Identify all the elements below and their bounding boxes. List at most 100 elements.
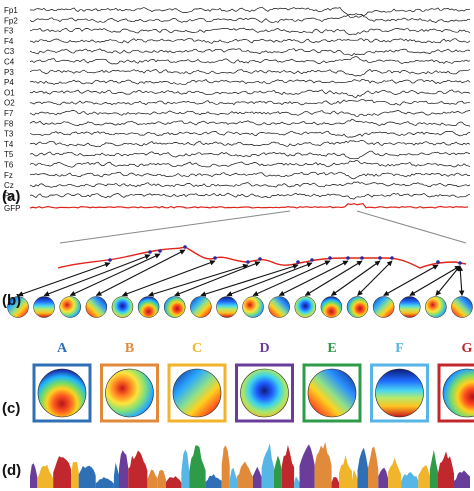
microstate-segment [299, 444, 315, 488]
zoom-line-right [356, 210, 467, 244]
microstate-segment [357, 447, 368, 488]
peak-to-map-arrow [17, 262, 111, 297]
microstate-segment [95, 477, 114, 488]
microstate-segment [294, 476, 300, 488]
peak-topomap [451, 296, 473, 318]
channel-label-fp2: Fp2 [4, 16, 18, 25]
channel-label-t6: T6 [4, 161, 14, 170]
microstate-segment [454, 470, 470, 488]
eeg-trace-t3 [29, 130, 471, 138]
peak-topomaps [7, 296, 473, 318]
peak-to-map-arrow [435, 265, 461, 296]
eeg-trace-f3 [29, 27, 471, 36]
channel-label-c4: C4 [4, 58, 15, 67]
eeg-trace-t6 [29, 160, 471, 168]
microstate-topomap [37, 368, 87, 418]
eeg-trace-o2 [29, 98, 470, 106]
microstate-class-b: B [100, 341, 159, 423]
peak-topomap [190, 296, 212, 318]
peak-topomap [346, 296, 369, 318]
channel-label-f7: F7 [4, 109, 14, 118]
channel-label-f4: F4 [4, 37, 14, 46]
microstate-class-maps: A B C D E F G [32, 341, 474, 423]
peak-topomap [268, 296, 290, 318]
eeg-trace-t5 [29, 150, 471, 160]
gfp-peak-marker [346, 256, 350, 260]
microstate-segment [53, 456, 71, 488]
eeg-trace-f8 [29, 118, 471, 127]
microstate-class-a: A [32, 341, 92, 423]
panel-label-a: (a) [2, 188, 20, 205]
microstate-segment [221, 445, 230, 488]
gfp-peaks-panel: (b) [2, 245, 473, 318]
channel-label-t5: T5 [4, 150, 14, 159]
channel-label-pz: Pz [4, 191, 13, 200]
microstate-sequence [30, 441, 470, 488]
microstate-segment [30, 463, 38, 488]
eeg-trace-p3 [29, 68, 471, 77]
microstate-label: C [192, 341, 202, 356]
channel-label-p3: P3 [4, 68, 14, 77]
microstate-classes-panel: A B C D E F G (c) [2, 341, 474, 423]
microstate-segment [205, 474, 222, 488]
microstate-topomap [105, 368, 154, 418]
microstate-label: F [395, 341, 404, 356]
gfp-peak-marker [183, 245, 187, 249]
microstate-segment [429, 449, 438, 488]
peak-topomap [85, 296, 108, 318]
microstate-class-c: C [167, 341, 227, 423]
gfp-peak-marker [296, 260, 300, 264]
microstate-topomap [442, 368, 474, 418]
microstate-segment [331, 477, 339, 488]
microstate-label: B [125, 341, 134, 356]
microstate-segment [418, 465, 430, 488]
microstate-class-e: E [302, 341, 362, 423]
gfp-peak-marker [213, 256, 217, 260]
gfp-peak-marker [246, 260, 250, 264]
eeg-trace-c4 [29, 56, 471, 65]
peak-topomap [320, 296, 343, 318]
gfp-peak-marker [390, 256, 394, 260]
microstate-class-d: D [235, 341, 294, 423]
microstate-segment [189, 445, 206, 488]
eeg-trace-f7 [29, 109, 471, 117]
channel-label-fz: Fz [4, 171, 13, 180]
peak-topomap [242, 296, 264, 318]
eeg-trace-o1 [29, 89, 471, 99]
peak-topomap [111, 296, 134, 318]
microstate-label: G [462, 341, 473, 356]
zoom-line-left [59, 210, 291, 244]
gfp-peak-marker [458, 261, 462, 265]
microstate-label: D [259, 341, 269, 356]
gfp-peak-marker [108, 258, 112, 262]
gfp-peak-marker [378, 256, 382, 260]
gfp-trace [29, 203, 469, 209]
microstate-segment [339, 455, 352, 488]
microstate-topomap [307, 368, 357, 418]
channel-label-fp1: Fp1 [4, 6, 18, 15]
peak-to-map-arrow [69, 253, 161, 296]
microstate-segment [119, 450, 129, 488]
microstate-segment [368, 446, 379, 488]
microstate-segment [128, 450, 148, 488]
microstate-segment [261, 442, 274, 488]
peak-to-map-arrow [357, 260, 393, 296]
microstate-segment [37, 464, 54, 488]
microstate-segment [378, 467, 389, 488]
peak-to-map-arrow [252, 260, 331, 297]
gfp-peak-marker [158, 249, 162, 253]
channel-label-f3: F3 [4, 27, 14, 36]
gfp-label: GFP [4, 204, 20, 213]
microstate-segment [229, 467, 238, 488]
microstate-segment [352, 469, 358, 488]
eeg-trace-fp1 [30, 6, 470, 18]
microstate-class-f: F [370, 341, 429, 423]
peak-topomap [425, 296, 447, 318]
eeg-trace-p4 [29, 78, 471, 86]
microstate-segment [252, 466, 262, 488]
peak-topomap [372, 296, 395, 318]
eeg-trace-fz [29, 171, 470, 180]
microstate-topomap [375, 368, 424, 418]
